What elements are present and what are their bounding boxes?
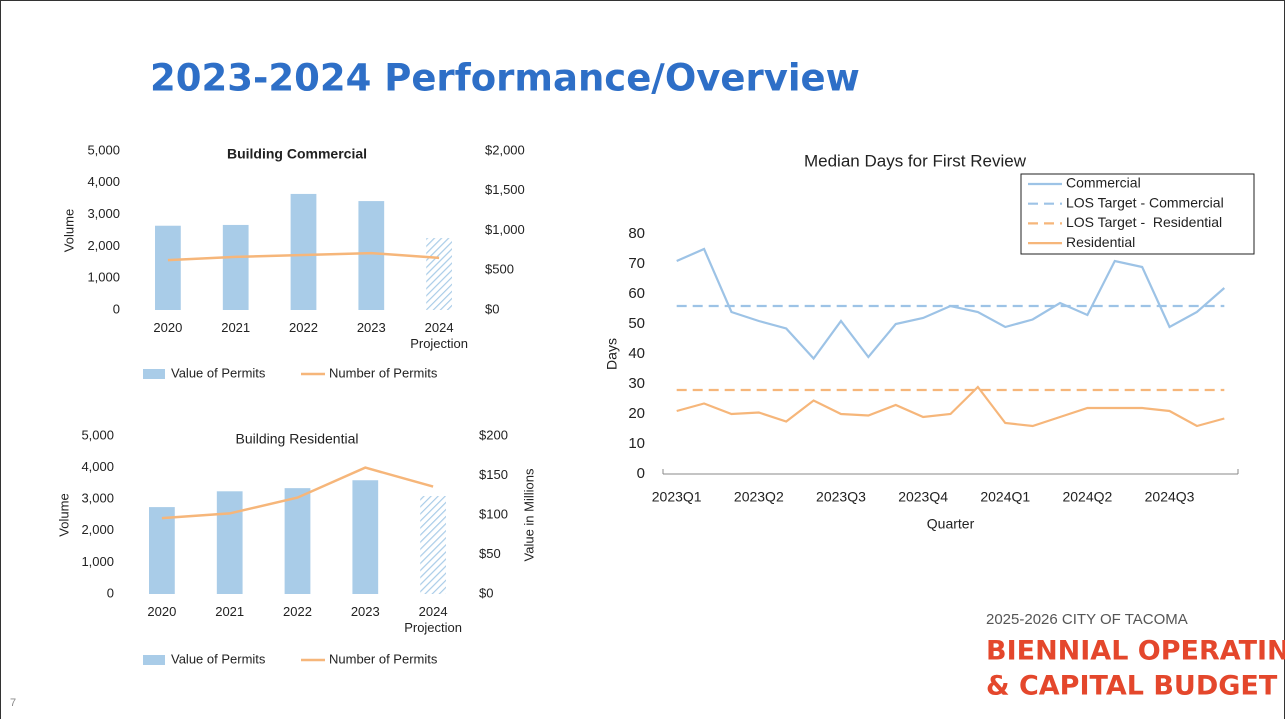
x-tick-label: 2023Q1 [652,489,702,505]
y-tick-label: 5,000 [87,142,120,157]
y-tick-label: 70 [628,255,645,272]
line [676,247,1226,361]
chart-title: Median Days for First Review [804,151,1027,170]
bar [426,238,452,310]
legend-label: Value of Permits [171,365,266,380]
y-tick-label: 30 [628,375,645,392]
bar [352,480,379,594]
legend-label: Number of Permits [329,651,438,666]
y-axis-label: Volume [56,493,71,536]
y-tick-label: 60 [628,285,645,302]
y-tick-label: 10 [628,435,645,452]
x-axis-label: Quarter [927,516,975,532]
legend-label: LOS Target - Commercial [1066,194,1224,210]
chart-title: Building Residential [236,431,359,447]
y2-tick-label: $0 [479,585,493,600]
y-tick-label: 20 [628,405,645,422]
y-tick-label: 3,000 [87,206,120,221]
y-tick-label: 3,000 [81,491,114,506]
y-tick-label: 40 [628,345,645,362]
x-tick-label: 2023Q2 [734,489,784,505]
page-number: 7 [10,697,16,709]
y2-tick-label: $2,000 [485,142,525,157]
bar [284,488,311,594]
x-tick-label: 2022 [289,320,318,335]
x-tick-label: 2023 [356,320,386,335]
y2-tick-label: $50 [479,546,501,561]
footer-brand: & CAPITAL BUDGET [986,671,1278,702]
legend-swatch [143,655,165,665]
bar [149,507,175,594]
x-tick-label: 2023Q4 [898,489,948,505]
x-tick-label: 2020 [153,320,183,335]
chart-title: Building Commercial [227,146,367,162]
x-tick-label: 2020 [147,604,177,619]
legend-label: LOS Target - Residential [1066,214,1222,230]
legend-swatch [143,369,165,379]
bar [155,225,181,310]
y2-tick-label: $100 [479,506,508,521]
y-tick-label: 1,000 [81,554,114,569]
bar [420,496,446,594]
legend-label: Value of Permits [171,651,266,666]
y-tick-label: 0 [113,301,120,316]
y-tick-label: 5,000 [81,427,114,442]
bar [222,224,249,310]
footer-brand: BIENNIAL OPERATING [986,636,1285,667]
x-tick-label: 2021 [215,604,245,619]
y-tick-label: 1,000 [87,270,120,285]
y2-axis-label: Value in Millions [521,468,536,561]
y-tick-label: 0 [107,585,114,600]
x-tick-label: 2022 [283,604,312,619]
x-tick-label: 2023 [350,604,380,619]
legend-label: Number of Permits [329,365,438,380]
x-tick-label: 2023Q3 [816,489,866,505]
bar [216,491,243,594]
x-tick-label: 2024 Projection [410,320,468,351]
y2-tick-label: $0 [485,301,499,316]
legend-box [1020,173,1255,255]
x-tick-label: 2024 Projection [404,604,462,635]
footer-line: 2025-2026 CITY OF TACOMA [986,611,1188,628]
y-tick-label: 4,000 [87,174,120,189]
y-axis-label: Days [604,338,620,370]
x-tick-label: 2021 [221,320,251,335]
y-tick-label: 80 [628,225,645,242]
y-tick-label: 50 [628,315,645,332]
y2-tick-label: $1,500 [485,182,525,197]
x-tick-label: 2024Q1 [980,489,1030,505]
line [676,385,1225,428]
y-tick-label: 0 [637,465,645,482]
y2-tick-label: $500 [485,262,514,277]
legend-label: Residential [1066,234,1135,250]
y2-tick-label: $1,000 [485,222,525,237]
bar [358,201,385,310]
y-tick-label: 2,000 [87,238,120,253]
line [161,466,434,520]
x-tick-label: 2024Q3 [1145,489,1195,505]
bar [290,193,317,310]
y-tick-label: 4,000 [81,459,114,474]
y-axis-label: Volume [61,209,76,252]
legend-label: Commercial [1066,175,1141,191]
line [167,251,440,262]
y-tick-label: 2,000 [81,522,114,537]
y2-tick-label: $150 [479,467,508,482]
y2-tick-label: $200 [479,427,508,442]
slide-title: 2023-2024 Performance/Overview [150,57,860,100]
x-tick-label: 2024Q2 [1062,489,1112,505]
